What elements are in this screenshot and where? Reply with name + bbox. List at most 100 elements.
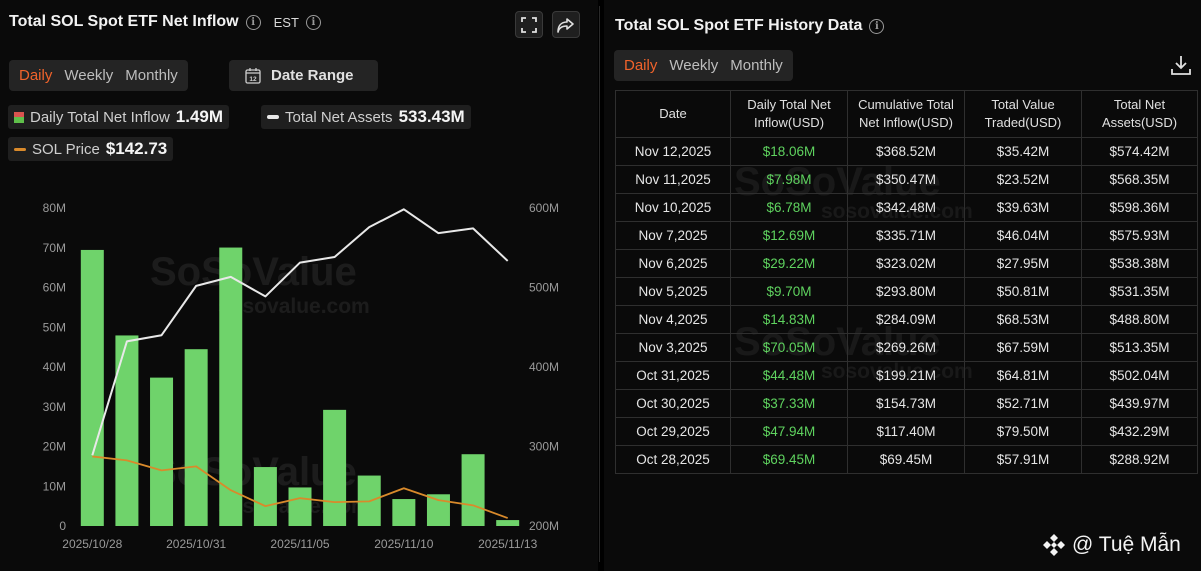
table-cell: Nov 3,2025: [615, 333, 731, 362]
inflow-bar[interactable]: [426, 494, 450, 526]
calendar-icon-text: 12: [249, 76, 257, 83]
inflow-bar[interactable]: [150, 377, 174, 526]
column-header-line: Cumulative Total: [858, 97, 954, 112]
y-left-tick-label: 60M: [43, 281, 66, 295]
table-cell: $57.91M: [964, 445, 1082, 474]
table-cell: Nov 4,2025: [615, 305, 731, 334]
tab-weekly[interactable]: Weekly: [64, 67, 114, 84]
table-cell: $368.52M: [847, 137, 965, 166]
y-right-tick-label: 500M: [529, 281, 559, 295]
inflow-chart: SoSoValue sosovalue.com SoSoValue sosova…: [43, 201, 559, 551]
tab-monthly[interactable]: Monthly: [125, 67, 178, 84]
history-tab-monthly[interactable]: Monthly: [730, 57, 783, 74]
table-row: Oct 30,2025 $37.33M $154.73M $52.71M $439.97…: [615, 389, 1198, 418]
timezone-label: EST: [273, 14, 299, 30]
history-title-row: Total SOL Spot ETF History Data i: [615, 17, 885, 35]
table-cell: $39.63M: [964, 193, 1082, 222]
table-cell: $9.70M: [730, 277, 848, 306]
table-cell: $50.81M: [964, 277, 1082, 306]
table-cell: Oct 29,2025: [615, 417, 731, 446]
table-row: Oct 31,2025 $44.48M $199.21M $64.81M $502.04…: [615, 361, 1198, 390]
table-cell: $70.05M: [730, 333, 848, 362]
period-tabs: Daily Weekly Monthly: [9, 60, 188, 91]
timezone-info-icon[interactable]: i: [305, 14, 321, 30]
column-header-line: Total Net: [1113, 97, 1166, 112]
author-credit: @ Tuệ Mẫn: [1042, 533, 1181, 557]
share-button[interactable]: [552, 11, 580, 38]
inflow-bar[interactable]: [392, 499, 416, 526]
download-button[interactable]: [1170, 54, 1192, 81]
legend-price-value: $142.73: [105, 139, 168, 158]
table-cell: $47.94M: [730, 417, 848, 446]
column-header-line: Date: [659, 106, 687, 121]
history-table: Date Daily Total Net Inflow(USD) Cumulative…: [615, 90, 1198, 474]
column-header-line: Traded(USD): [984, 115, 1062, 130]
info-icon[interactable]: i: [245, 14, 261, 30]
legend-inflow[interactable]: Daily Total Net Inflow 1.49M: [8, 105, 230, 129]
inflow-bar[interactable]: [496, 520, 520, 526]
legend-inflow-value: 1.49M: [175, 107, 224, 126]
chart-title-row: Total SOL Spot ETF Net Inflow i EST i: [9, 13, 321, 31]
fullscreen-button[interactable]: [515, 11, 543, 38]
inflow-bar[interactable]: [80, 249, 104, 526]
x-tick-label: 2025/10/28: [62, 537, 122, 551]
table-cell: $199.21M: [847, 361, 965, 390]
table-cell: $69.45M: [847, 445, 965, 474]
legend-inflow-label: Daily Total Net Inflow: [30, 108, 170, 126]
table-cell: $67.59M: [964, 333, 1082, 362]
inflow-bar[interactable]: [115, 335, 139, 526]
history-period-tabs: Daily Weekly Monthly: [614, 50, 793, 81]
table-cell: Nov 10,2025: [615, 193, 731, 222]
inflow-bar[interactable]: [323, 409, 347, 526]
table-cell: $79.50M: [964, 417, 1082, 446]
history-tab-weekly[interactable]: Weekly: [669, 57, 719, 74]
table-cell: $350.47M: [847, 165, 965, 194]
y-right-tick-label: 400M: [529, 360, 559, 374]
table-header-row: Date Daily Total Net Inflow(USD) Cumulative…: [615, 90, 1198, 138]
column-header: Total Net Assets(USD): [1081, 90, 1198, 138]
table-row: Nov 11,2025 $7.98M $350.47M $23.52M $568.35M: [615, 165, 1198, 194]
inflow-bar[interactable]: [461, 454, 485, 526]
column-header: Date: [615, 90, 731, 138]
inflow-bar[interactable]: [184, 349, 208, 526]
watermark-url: sosovalue.com: [218, 295, 370, 318]
inflow-bar[interactable]: [288, 487, 312, 526]
date-range-button[interactable]: 12 Date Range: [229, 60, 378, 91]
history-info-icon[interactable]: i: [869, 18, 885, 34]
table-cell: $7.98M: [730, 165, 848, 194]
diamond-logo-icon: [1043, 534, 1065, 556]
y-left-tick-label: 40M: [43, 360, 66, 374]
table-row: Nov 6,2025 $29.22M $323.02M $27.95M $538.38M: [615, 249, 1198, 278]
table-cell: $37.33M: [730, 389, 848, 418]
legend-price-label: SOL Price: [32, 140, 100, 158]
table-row: Nov 4,2025 $14.83M $284.09M $68.53M $488.80M: [615, 305, 1198, 334]
price-swatch-icon: [14, 147, 26, 151]
net-assets-line[interactable]: [91, 208, 509, 456]
table-cell: Nov 11,2025: [615, 165, 731, 194]
legend-assets-value: 533.43M: [398, 107, 465, 126]
table-cell: $513.35M: [1081, 333, 1198, 362]
table-cell: $46.04M: [964, 221, 1082, 250]
legend-assets[interactable]: Total Net Assets 533.43M: [261, 105, 471, 129]
table-cell: $531.35M: [1081, 277, 1198, 306]
tab-daily[interactable]: Daily: [19, 67, 53, 84]
legend-price[interactable]: SOL Price $142.73: [8, 137, 174, 161]
table-cell: $52.71M: [964, 389, 1082, 418]
table-cell: $12.69M: [730, 221, 848, 250]
table-cell: $18.06M: [730, 137, 848, 166]
bar-swatch-icon: [14, 111, 24, 123]
inflow-bar[interactable]: [253, 467, 277, 526]
history-tab-daily[interactable]: Daily: [624, 57, 658, 74]
inflow-bar[interactable]: [219, 247, 243, 526]
y-left-tick-label: 70M: [43, 241, 66, 255]
column-header: Daily Total Net Inflow(USD): [730, 90, 848, 138]
watermark-brand-2: SoSoValue: [150, 450, 357, 494]
table-row: Nov 3,2025 $70.05M $269.26M $67.59M $513.35M: [615, 333, 1198, 362]
line-swatch-icon: [267, 115, 279, 119]
table-row: Oct 29,2025 $47.94M $117.40M $79.50M $432.29…: [615, 417, 1198, 446]
y-left-tick-label: 50M: [43, 320, 66, 334]
table-cell: Nov 7,2025: [615, 221, 731, 250]
y-left-tick-label: 80M: [43, 201, 66, 215]
table-cell: $575.93M: [1081, 221, 1198, 250]
sol-price-line[interactable]: [92, 455, 509, 519]
